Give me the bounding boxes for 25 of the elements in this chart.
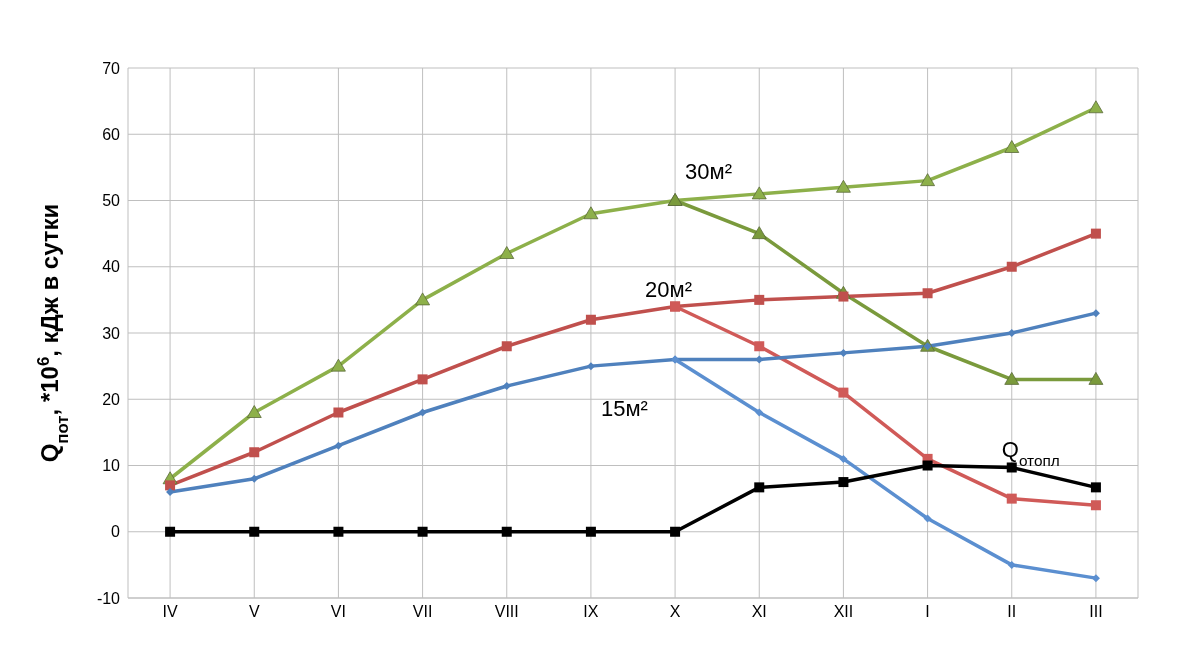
y-tick-label: 40 bbox=[102, 258, 121, 276]
x-tick-label: V bbox=[248, 603, 260, 621]
series-label: Q$_{отопл}$ bbox=[1001, 437, 1060, 469]
x-tick-label: VIII bbox=[494, 603, 519, 621]
y-tick-label: 10 bbox=[102, 457, 121, 475]
y-tick-label: 20 bbox=[102, 390, 121, 408]
x-tick-label: XI bbox=[751, 603, 767, 621]
y-tick-label: 60 bbox=[102, 125, 121, 143]
series-label: 30м² bbox=[685, 158, 733, 184]
series-label: 20м² bbox=[645, 276, 693, 302]
x-tick-label: III bbox=[1089, 603, 1103, 621]
y-tick-label: -10 bbox=[96, 589, 121, 607]
series-label: 15м² bbox=[600, 396, 648, 422]
x-tick-label: X bbox=[669, 603, 681, 621]
y-tick-label: 50 bbox=[102, 192, 121, 210]
x-tick-label: IX bbox=[583, 603, 599, 621]
y-tick-label: 70 bbox=[102, 59, 121, 77]
x-tick-label: II bbox=[1007, 603, 1017, 621]
x-tick-label: XII bbox=[833, 603, 854, 621]
x-tick-label: I bbox=[925, 603, 930, 621]
x-tick-label: VII bbox=[412, 603, 433, 621]
y-tick-label: 30 bbox=[102, 324, 121, 342]
x-tick-label: VI bbox=[330, 603, 346, 621]
y-tick-label: 0 bbox=[111, 523, 121, 541]
x-tick-label: IV bbox=[162, 603, 178, 621]
